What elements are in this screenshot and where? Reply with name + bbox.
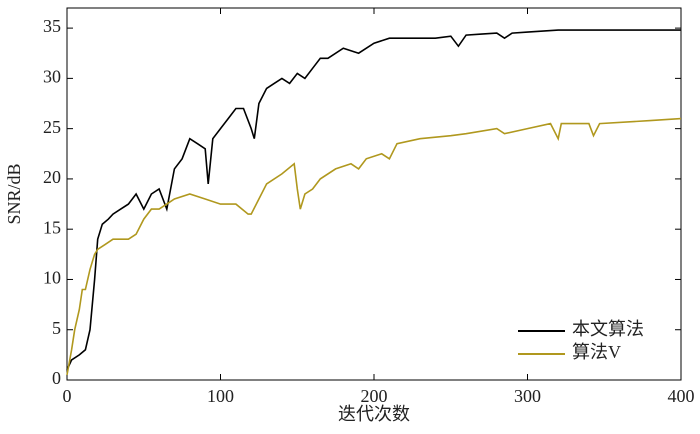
y-tick-label: 5 xyxy=(52,318,61,338)
x-tick-label: 100 xyxy=(207,386,234,406)
x-tick-label: 400 xyxy=(668,386,695,406)
legend-label: 算法V xyxy=(572,342,621,362)
y-tick-label: 10 xyxy=(43,268,61,288)
x-tick-label: 200 xyxy=(361,386,388,406)
legend-label: 本文算法 xyxy=(572,319,644,339)
y-tick-label: 20 xyxy=(43,167,61,187)
y-tick-label: 30 xyxy=(43,67,61,87)
y-tick-label: 35 xyxy=(43,16,61,36)
y-tick-label: 25 xyxy=(43,117,61,137)
series-line xyxy=(66,29,681,371)
y-tick-label: 15 xyxy=(43,217,61,237)
x-tick-label: 300 xyxy=(514,386,541,406)
y-tick-label: 0 xyxy=(52,368,61,388)
y-axis-label: SNR/dB xyxy=(4,163,24,224)
x-axis-label: 迭代次数 xyxy=(338,404,410,424)
x-tick-label: 0 xyxy=(63,386,72,406)
series-line xyxy=(66,117,682,376)
